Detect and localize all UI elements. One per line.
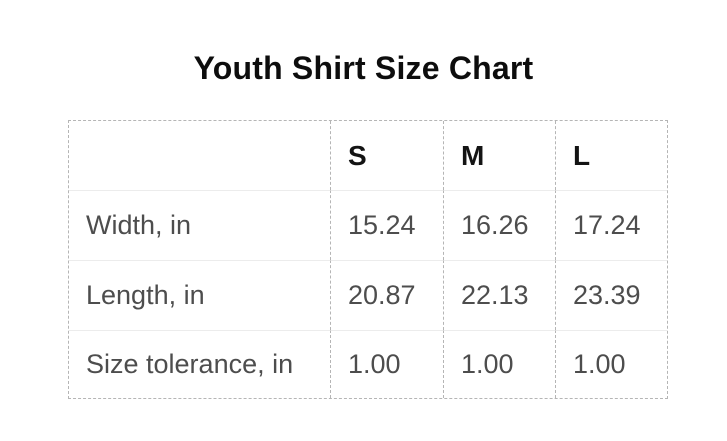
column-header-s: S [330, 121, 443, 190]
column-header-m: M [443, 121, 555, 190]
page-title: Youth Shirt Size Chart [193, 49, 534, 86]
row-label-size-tolerance: Size tolerance, in [69, 330, 330, 398]
row-label-length: Length, in [69, 260, 330, 330]
cell-length-m: 22.13 [443, 260, 555, 330]
table-corner-cell [69, 121, 330, 190]
cell-tolerance-s: 1.00 [330, 330, 443, 398]
cell-tolerance-m: 1.00 [443, 330, 555, 398]
cell-length-s: 20.87 [330, 260, 443, 330]
cell-width-l: 17.24 [555, 190, 667, 260]
row-label-width: Width, in [69, 190, 330, 260]
size-chart-table: S M L Width, in 15.24 16.26 17.24 Length… [68, 120, 668, 399]
cell-width-s: 15.24 [330, 190, 443, 260]
cell-width-m: 16.26 [443, 190, 555, 260]
cell-length-l: 23.39 [555, 260, 667, 330]
column-header-l: L [555, 121, 667, 190]
cell-tolerance-l: 1.00 [555, 330, 667, 398]
